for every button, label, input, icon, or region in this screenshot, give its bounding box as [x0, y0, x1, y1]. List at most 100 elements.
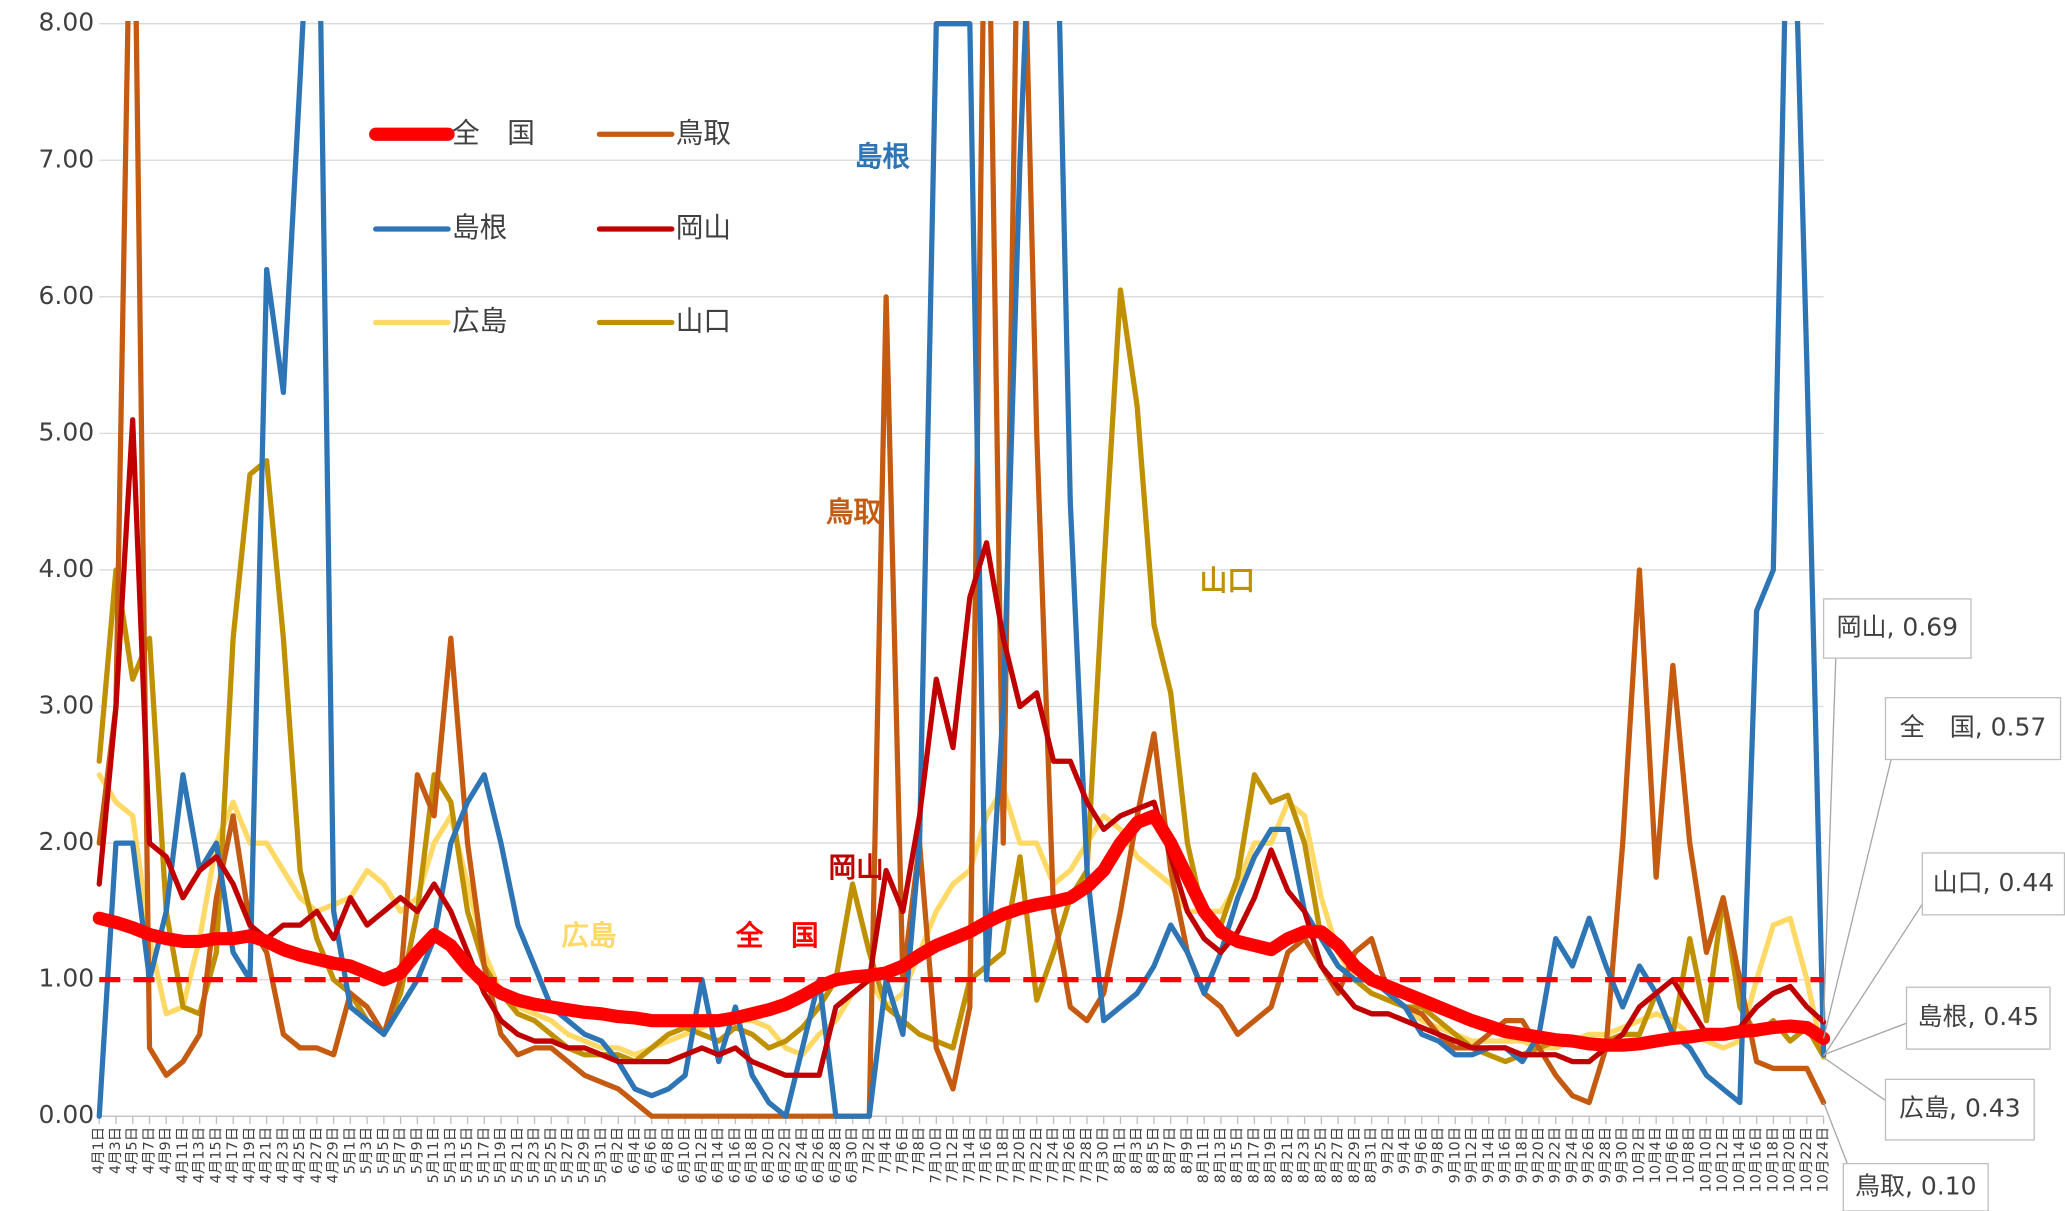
x-tick-label: 10月16日	[1749, 1127, 1765, 1193]
x-tick-label: 7月12日	[945, 1127, 961, 1184]
x-tick-label: 8月19日	[1263, 1127, 1279, 1184]
x-tick-label: 9月12日	[1464, 1127, 1480, 1184]
x-tick-label: 7月28日	[1079, 1127, 1095, 1184]
series-line	[96, 21, 1827, 1119]
x-tick-label: 9月16日	[1498, 1127, 1514, 1184]
y-tick-label: 7.00	[38, 144, 94, 173]
x-tick-label: 4月13日	[192, 1127, 208, 1184]
callout-box	[1822, 598, 1972, 659]
x-tick-label: 8月9日	[1179, 1127, 1195, 1174]
x-tick-label: 8月11日	[1196, 1127, 1212, 1184]
x-tick-label: 8月15日	[1230, 1127, 1246, 1184]
x-tick-label: 5月13日	[443, 1127, 459, 1184]
x-tick-label: 6月10日	[677, 1127, 693, 1184]
x-tick-label: 8月23日	[1297, 1127, 1313, 1184]
x-tick-label: 8月27日	[1330, 1127, 1346, 1184]
x-tick-label: 9月10日	[1447, 1127, 1463, 1184]
callout-box	[1842, 1162, 1989, 1211]
x-tick-label: 8月13日	[1213, 1127, 1229, 1184]
x-tick-label: 7月10日	[928, 1127, 944, 1184]
x-tick-label: 10月18日	[1765, 1127, 1781, 1193]
annotation: 島根	[855, 140, 911, 173]
x-tick-label: 10月8日	[1682, 1127, 1698, 1184]
x-tick-label: 6月22日	[778, 1127, 794, 1184]
x-tick-label: 5月19日	[493, 1127, 509, 1184]
callout-leader	[1822, 728, 1900, 1039]
x-tick-label: 5月11日	[426, 1127, 442, 1184]
x-tick-label: 4月1日	[91, 1127, 107, 1174]
callout-label: 岡山, 0.69	[1837, 613, 1959, 642]
x-tick-label: 4月9日	[158, 1127, 174, 1174]
x-tick-label: 7月6日	[895, 1127, 911, 1174]
callout-label: 山口, 0.44	[1933, 868, 2055, 897]
x-tick-label: 5月29日	[577, 1127, 593, 1184]
plot-area	[92, 21, 1831, 1119]
x-tick-label: 6月12日	[694, 1127, 710, 1184]
callout-box	[1884, 696, 2062, 761]
x-tick-label: 10月22日	[1799, 1127, 1815, 1193]
legend-label: 全 国	[452, 116, 535, 149]
annotation: 広島	[561, 919, 616, 952]
x-tick-label: 4月19日	[242, 1127, 258, 1184]
annotation: 全 国	[735, 919, 819, 952]
callout-label: 広島, 0.43	[1899, 1094, 2021, 1123]
x-tick-label: 4月3日	[108, 1127, 124, 1174]
x-tick-label: 5月5日	[376, 1127, 392, 1174]
x-tick-label: 7月2日	[861, 1127, 877, 1174]
x-tick-label: 6月28日	[828, 1127, 844, 1184]
x-tick-label: 7月8日	[912, 1127, 928, 1174]
annotation: 山口	[1200, 564, 1255, 597]
x-tick-label: 9月6日	[1414, 1127, 1430, 1174]
x-tick-label: 7月30日	[1096, 1127, 1112, 1184]
x-tick-label: 5月3日	[359, 1127, 375, 1174]
callout-leader	[1823, 1017, 1920, 1056]
x-tick-label: 5月21日	[510, 1127, 526, 1184]
x-tick-label: 5月7日	[393, 1127, 409, 1174]
callout-label: 島根, 0.45	[1917, 1002, 2039, 1031]
callout-leader	[1823, 883, 1937, 1057]
x-tick-label: 5月31日	[593, 1127, 609, 1184]
callout-box	[1921, 852, 2065, 916]
x-tick-label: 4月27日	[309, 1127, 325, 1184]
x-tick-label: 8月1日	[1112, 1127, 1128, 1174]
x-tick-label: 10月2日	[1631, 1127, 1647, 1184]
x-tick-label: 5月27日	[560, 1127, 576, 1184]
callout-label: 全 国, 0.57	[1900, 713, 2047, 742]
x-tick-label: 5月23日	[527, 1127, 543, 1184]
x-tick-label: 6月16日	[727, 1127, 743, 1184]
x-tick-label: 8月17日	[1246, 1127, 1262, 1184]
x-tick-label: 4月25日	[292, 1127, 308, 1184]
x-tick-label: 7月14日	[962, 1127, 978, 1184]
x-tick-label: 10月14日	[1732, 1127, 1748, 1193]
x-tick-label: 6月14日	[711, 1127, 727, 1184]
x-tick-label: 4月15日	[208, 1127, 224, 1184]
x-tick-label: 7月16日	[979, 1127, 995, 1184]
x-tick-label: 6月6日	[644, 1127, 660, 1174]
x-tick-label: 4月5日	[125, 1127, 141, 1174]
x-tick-label: 9月2日	[1380, 1127, 1396, 1174]
x-tick-label: 8月7日	[1163, 1127, 1179, 1174]
legend-label: 山口	[676, 304, 731, 337]
callout-box	[1884, 1078, 2035, 1141]
x-tick-label: 9月14日	[1481, 1127, 1497, 1184]
x-tick-label: 10月20日	[1782, 1127, 1798, 1193]
x-tick-label: 8月29日	[1347, 1127, 1363, 1184]
x-tick-label: 4月17日	[225, 1127, 241, 1184]
y-tick-label: 8.00	[38, 8, 94, 37]
x-tick-label: 7月26日	[1062, 1127, 1078, 1184]
x-tick-label: 9月8日	[1431, 1127, 1447, 1174]
legend-label: 岡山	[676, 211, 731, 244]
x-tick-label: 7月18日	[995, 1127, 1011, 1184]
x-tick-label: 10月12日	[1715, 1127, 1731, 1193]
x-tick-label: 5月25日	[543, 1127, 559, 1184]
x-tick-label: 4月7日	[141, 1127, 157, 1174]
x-tick-label: 6月4日	[627, 1127, 643, 1174]
x-tick-label: 9月28日	[1598, 1127, 1614, 1184]
x-tick-label: 5月9日	[409, 1127, 425, 1174]
x-tick-label: 8月31日	[1364, 1127, 1380, 1184]
y-tick-label: 4.00	[38, 554, 94, 583]
x-tick-label: 6月24日	[794, 1127, 810, 1184]
callout-label: 鳥取, 0.10	[1855, 1171, 1977, 1200]
